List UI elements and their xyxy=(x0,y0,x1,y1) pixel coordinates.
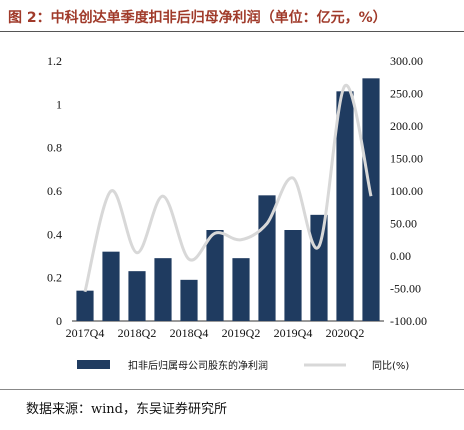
y-right-tick: 250.00 xyxy=(390,87,423,101)
bar-2019Q4 xyxy=(284,230,302,321)
y-right-tick: 50.00 xyxy=(390,217,417,231)
y-right-tick: 0.00 xyxy=(390,249,411,263)
y-right-tick: 200.00 xyxy=(390,119,423,133)
chart-title: 图 2：中科创达单季度扣非后归母净利润（单位：亿元，%） xyxy=(8,10,387,26)
yoy-line xyxy=(83,84,373,293)
bar-2018Q1 xyxy=(102,251,120,321)
legend-bar-swatch xyxy=(77,360,110,369)
bar-2019Q1 xyxy=(206,230,224,321)
legend-bar-label: 扣非后归属母公司股东的净利润 xyxy=(128,359,268,372)
x-tick: 2019Q2 xyxy=(222,326,261,340)
bar-2020Q1 xyxy=(310,214,328,321)
title-divider xyxy=(0,31,464,32)
y-right-tick: -50.00 xyxy=(390,282,421,296)
bar-2018Q4 xyxy=(180,279,198,321)
y-left-tick: 0.2 xyxy=(47,271,62,285)
y-left-tick: 0 xyxy=(56,314,62,328)
x-tick: 2018Q4 xyxy=(170,326,209,340)
y-right-tick: 300.00 xyxy=(390,54,423,68)
y-left-tick: 0.6 xyxy=(47,184,62,198)
y-left-tick: 0.4 xyxy=(47,227,62,241)
x-tick: 2017Q4 xyxy=(66,326,105,340)
x-tick: 2020Q2 xyxy=(326,326,365,340)
bar-2019Q2 xyxy=(232,258,250,321)
bar-2020Q2 xyxy=(336,91,354,321)
y-right-tick: 150.00 xyxy=(390,152,423,166)
footer-divider xyxy=(0,389,464,390)
x-tick: 2019Q4 xyxy=(274,326,313,340)
y-left-tick: 1.2 xyxy=(47,54,62,68)
y-right-tick: 100.00 xyxy=(390,184,423,198)
bar-2018Q3 xyxy=(154,258,172,321)
bar-2018Q2 xyxy=(128,271,146,321)
x-tick: 2018Q2 xyxy=(118,326,157,340)
legend-line-label: 同比(%) xyxy=(372,360,409,372)
bar-2020Q3 xyxy=(362,78,380,321)
y-left-tick: 0.8 xyxy=(47,141,62,155)
y-left-tick: 1 xyxy=(56,97,62,111)
bar-2017Q4 xyxy=(76,290,94,321)
y-right-tick: -100.00 xyxy=(390,314,427,328)
source-note: 数据来源：wind，东吴证券研究所 xyxy=(26,402,227,417)
